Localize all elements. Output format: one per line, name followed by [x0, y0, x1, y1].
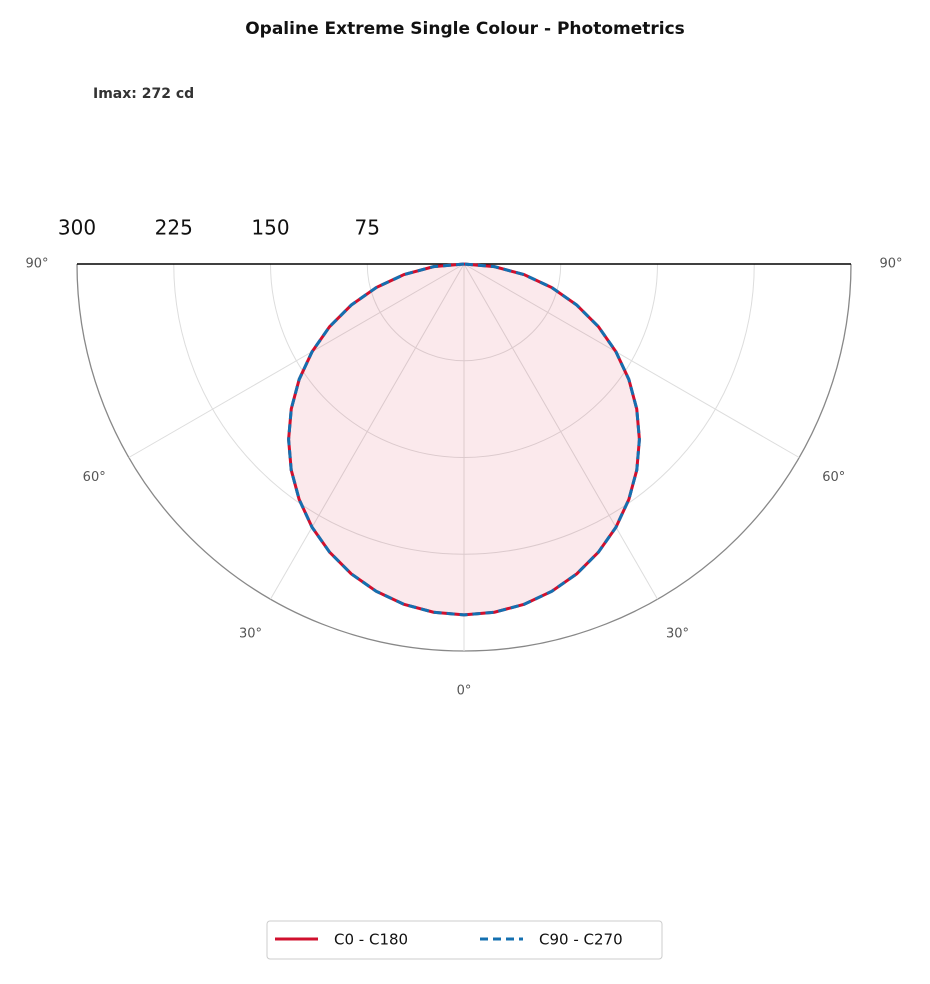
- r-tick-label: 150: [251, 216, 289, 240]
- r-tick-label: 300: [58, 216, 96, 240]
- angle-tick-label: 0°: [457, 684, 472, 699]
- angle-tick-label: 30°: [666, 626, 689, 641]
- angle-grid: [270, 263, 465, 600]
- angle-tick-label: 60°: [83, 470, 106, 485]
- imax-label: Imax: 272 cd: [93, 86, 194, 102]
- chart-title: Opaline Extreme Single Colour - Photomet…: [245, 19, 685, 39]
- series-fill: [288, 264, 640, 615]
- angle-tick-label: 30°: [239, 626, 262, 641]
- angle-tick-label: 60°: [822, 470, 845, 485]
- legend-box: [266, 920, 663, 960]
- angle-tick-label: 90°: [879, 257, 902, 272]
- r-tick-label: 225: [155, 216, 193, 240]
- angle-grid: [128, 263, 465, 458]
- angle-grid: [463, 263, 658, 600]
- legend-label: C0 - C180: [334, 931, 408, 949]
- legend-label: C90 - C270: [539, 931, 623, 949]
- angle-tick-label: 90°: [25, 257, 48, 272]
- angle-grid: [463, 263, 800, 458]
- r-tick-label: 75: [355, 216, 380, 240]
- series-line: [287, 262, 641, 617]
